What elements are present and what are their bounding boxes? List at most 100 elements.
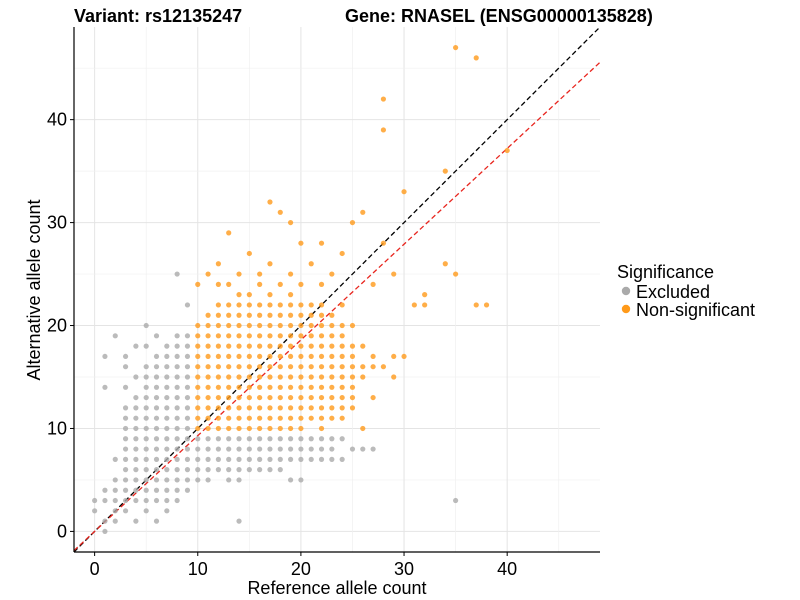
data-point-non-significant: [257, 353, 263, 360]
data-point-non-significant: [370, 394, 376, 401]
data-point-excluded: [236, 477, 242, 483]
data-point-excluded: [184, 343, 191, 349]
data-point-excluded: [164, 394, 170, 401]
data-point-non-significant: [349, 219, 356, 226]
data-point-excluded: [143, 343, 149, 349]
data-point-excluded: [92, 497, 98, 504]
data-point-non-significant: [287, 322, 294, 329]
data-point-non-significant: [267, 425, 273, 432]
data-point-non-significant: [195, 333, 201, 339]
data-point-non-significant: [195, 384, 201, 390]
data-point-excluded: [164, 487, 170, 493]
data-point-non-significant: [226, 415, 232, 421]
data-point-non-significant: [391, 271, 397, 277]
data-point-non-significant: [246, 374, 252, 380]
data-point-non-significant: [318, 312, 325, 318]
data-point-non-significant: [277, 209, 283, 215]
data-point-excluded: [226, 456, 232, 462]
data-point-non-significant: [215, 374, 221, 380]
x-tick-label: 30: [394, 559, 414, 579]
data-point-non-significant: [329, 271, 335, 277]
data-point-non-significant: [246, 292, 252, 298]
data-point-non-significant: [236, 343, 242, 349]
grid-lines: [74, 27, 600, 552]
data-point-excluded: [205, 436, 211, 442]
data-point-non-significant: [226, 425, 232, 432]
data-point-excluded: [339, 456, 345, 462]
data-point-excluded: [226, 477, 232, 483]
data-point-non-significant: [318, 425, 325, 432]
data-point-non-significant: [380, 364, 387, 370]
data-point-non-significant: [267, 343, 273, 349]
data-point-non-significant: [246, 250, 252, 257]
legend-label-excluded: Excluded: [636, 282, 710, 302]
data-point-non-significant: [422, 302, 428, 308]
data-point-non-significant: [298, 415, 304, 421]
data-point-non-significant: [360, 425, 366, 432]
data-point-non-significant: [195, 425, 201, 432]
data-point-excluded: [184, 425, 191, 432]
data-point-non-significant: [205, 425, 211, 432]
data-point-excluded: [122, 415, 129, 421]
data-point-excluded: [153, 405, 160, 411]
data-point-excluded: [257, 436, 263, 442]
chart-title-gene: Gene: RNASEL (ENSG00000135828): [345, 6, 653, 26]
data-point-non-significant: [257, 405, 263, 411]
data-point-non-significant: [318, 302, 325, 308]
data-point-excluded: [122, 487, 129, 493]
data-point-non-significant: [226, 353, 232, 360]
data-point-excluded: [308, 436, 314, 442]
data-point-non-significant: [339, 364, 345, 370]
data-point-non-significant: [277, 312, 283, 318]
data-point-excluded: [153, 364, 160, 370]
data-point-excluded: [153, 384, 160, 390]
data-point-non-significant: [257, 415, 263, 421]
data-point-excluded: [277, 467, 283, 473]
data-point-non-significant: [442, 168, 448, 174]
data-point-non-significant: [287, 343, 294, 349]
data-point-excluded: [184, 446, 191, 452]
data-point-non-significant: [277, 415, 283, 421]
data-point-non-significant: [267, 312, 273, 318]
data-point-excluded: [143, 456, 149, 462]
data-point-excluded: [184, 353, 191, 360]
data-point-non-significant: [195, 415, 201, 421]
identity-reference-line: [73, 26, 601, 553]
data-point-excluded: [215, 446, 221, 452]
data-point-excluded: [308, 446, 314, 452]
data-point-non-significant: [349, 394, 356, 401]
data-point-non-significant: [246, 302, 252, 308]
data-point-excluded: [133, 487, 139, 493]
data-point-non-significant: [236, 302, 242, 308]
data-point-excluded: [122, 353, 129, 360]
data-point-excluded: [184, 467, 191, 473]
data-point-excluded: [246, 436, 252, 442]
data-point-excluded: [215, 456, 221, 462]
data-point-non-significant: [226, 281, 232, 287]
data-point-non-significant: [236, 364, 242, 370]
data-point-non-significant: [318, 374, 325, 380]
data-point-non-significant: [329, 364, 335, 370]
data-point-non-significant: [287, 425, 294, 432]
y-tick-label: 30: [47, 213, 67, 233]
data-point-non-significant: [370, 364, 376, 370]
data-point-non-significant: [287, 364, 294, 370]
data-point-non-significant: [267, 261, 273, 267]
data-point-non-significant: [226, 405, 232, 411]
data-point-excluded: [153, 415, 160, 421]
data-point-non-significant: [277, 302, 283, 308]
data-point-non-significant: [205, 364, 211, 370]
data-point-non-significant: [205, 374, 211, 380]
data-point-excluded: [133, 374, 139, 380]
data-point-excluded: [133, 467, 139, 473]
data-point-non-significant: [246, 425, 252, 432]
data-point-excluded: [164, 384, 170, 390]
data-point-non-significant: [215, 415, 221, 421]
data-point-non-significant: [277, 333, 283, 339]
data-point-non-significant: [422, 292, 428, 298]
data-point-excluded: [143, 467, 149, 473]
data-point-excluded: [236, 518, 242, 524]
data-point-non-significant: [277, 281, 283, 287]
data-point-excluded: [153, 425, 160, 432]
data-point-non-significant: [298, 364, 304, 370]
